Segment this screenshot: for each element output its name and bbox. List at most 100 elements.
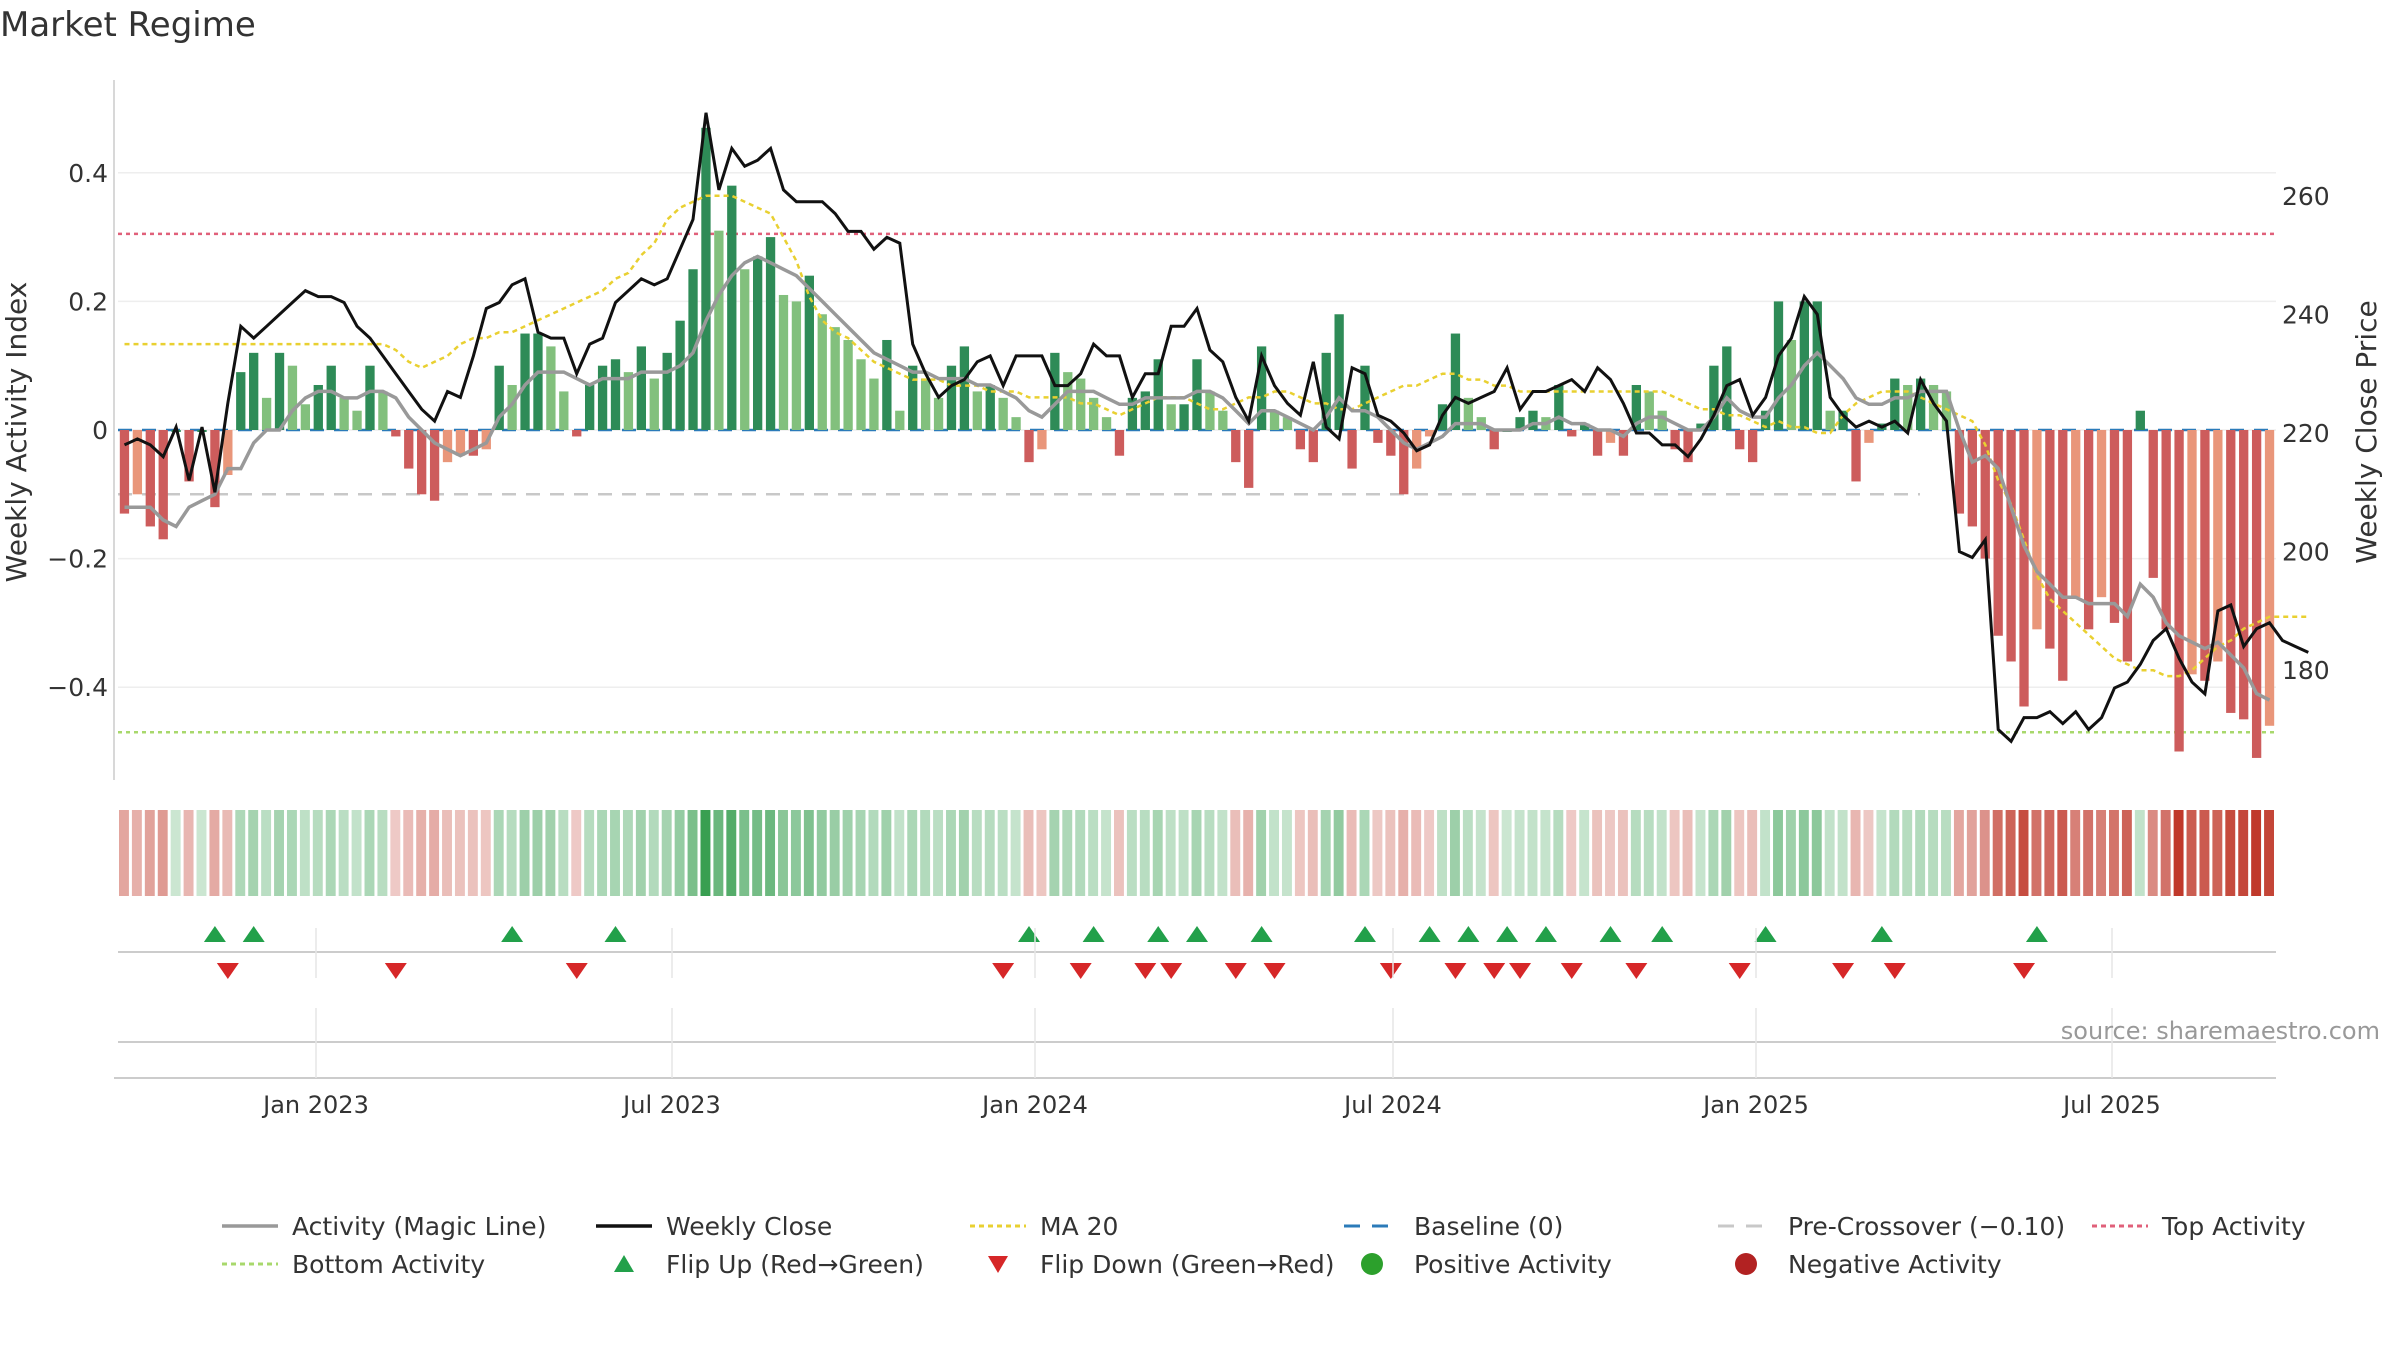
activity-bar xyxy=(869,378,879,430)
regime-cell xyxy=(532,810,543,896)
regime-cell xyxy=(1023,810,1034,896)
activity-bar xyxy=(249,352,259,430)
legend-label: Positive Activity xyxy=(1414,1250,1612,1279)
y-tick-label: 0 xyxy=(92,416,108,445)
flip-down-marker xyxy=(384,963,407,979)
regime-cell xyxy=(1643,810,1654,896)
activity-bar xyxy=(1773,301,1784,430)
activity-bar xyxy=(1373,430,1383,443)
regime-cell xyxy=(1101,810,1112,896)
regime-cell xyxy=(1734,810,1745,896)
regime-cell xyxy=(687,810,698,896)
flip-down-marker xyxy=(1224,963,1247,979)
regime-cell xyxy=(1462,810,1473,896)
activity-bar xyxy=(1592,430,1603,456)
activity-bar xyxy=(908,365,918,430)
activity-bar xyxy=(1993,430,2003,636)
activity-bar xyxy=(1605,430,1616,443)
flip-up-marker xyxy=(1353,926,1376,942)
regime-cell xyxy=(1966,810,1977,896)
activity-bar xyxy=(1838,410,1848,430)
regime-cell xyxy=(1501,810,1512,896)
legend-item: MA 20 xyxy=(970,1212,1118,1241)
x-axis: Jan 2023 Jul 2023 Jan 2024 Jul 2024 Jan 2025… xyxy=(261,928,2161,1119)
regime-cell xyxy=(1449,810,1460,896)
activity-bar xyxy=(184,430,194,482)
regime-cell xyxy=(1036,810,1047,896)
regime-cell xyxy=(1165,810,1176,896)
regime-cell xyxy=(1062,810,1073,896)
activity-bar xyxy=(546,346,556,430)
regime-cell xyxy=(661,810,672,896)
regime-cell xyxy=(454,810,465,896)
regime-cell xyxy=(2083,810,2094,896)
magic-line xyxy=(124,254,2271,702)
activity-bar xyxy=(1101,417,1112,430)
regime-strip xyxy=(119,810,2274,896)
activity-bar xyxy=(378,391,388,430)
regime-cell xyxy=(2225,810,2236,896)
activity-bar xyxy=(1244,430,1254,488)
flip-down-marker xyxy=(1509,963,1532,979)
regime-cell xyxy=(1928,810,1939,896)
axes: 0.4 0.2 0 −0.2 −0.4 260 240 220 200 180 xyxy=(47,80,2330,780)
activity-bar xyxy=(1554,384,1564,430)
regime-cell xyxy=(222,810,233,896)
ma20-line xyxy=(124,194,2309,678)
activity-bar xyxy=(1890,378,1900,430)
y-tick-label: 0.4 xyxy=(68,159,108,188)
activity-bar xyxy=(1967,430,1977,527)
activity-bar xyxy=(585,384,595,430)
regime-cell xyxy=(739,810,750,896)
regime-cell xyxy=(1669,810,1680,896)
activity-bar xyxy=(1114,430,1125,456)
regime-cell xyxy=(571,810,582,896)
regime-cell xyxy=(1566,810,1577,896)
flip-up-marker xyxy=(1147,926,1170,942)
regime-cell xyxy=(403,810,414,896)
flip-down-marker xyxy=(1832,963,1855,979)
regime-cell xyxy=(2121,810,2132,896)
regime-cell xyxy=(390,810,401,896)
regime-cell xyxy=(1191,810,1202,896)
activity-bar xyxy=(2122,430,2133,662)
flip-up-marker xyxy=(1599,926,1622,942)
regime-cell xyxy=(351,810,362,896)
regime-cell xyxy=(442,810,452,896)
legend-item: Pre-Crossover (−0.10) xyxy=(1718,1212,2065,1241)
regime-cell xyxy=(946,810,956,896)
flip-up-marker xyxy=(1018,926,1041,942)
activity-bar xyxy=(714,230,724,430)
activity-bar xyxy=(442,430,453,463)
legend-swatch xyxy=(1361,1253,1383,1275)
activity-bar xyxy=(559,391,569,430)
activity-bar xyxy=(740,269,750,430)
regime-cell xyxy=(1617,810,1628,896)
regime-cell xyxy=(2160,810,2171,896)
legend: Activity (Magic Line) Weekly Close MA 20 Ba… xyxy=(222,1212,2306,1279)
y-axis-label-right: Weekly Close Price xyxy=(2350,300,2383,563)
regime-cell xyxy=(1359,810,1370,896)
regime-cell xyxy=(1979,810,1990,896)
flip-up-marker xyxy=(1651,926,1674,942)
activity-bar xyxy=(300,404,311,430)
regime-cell xyxy=(1424,810,1435,896)
regime-cell xyxy=(1540,810,1551,896)
regime-cell xyxy=(1088,810,1099,896)
activity-bar xyxy=(1218,410,1228,430)
regime-cell xyxy=(597,810,608,896)
activity-bar xyxy=(1851,430,1861,482)
activity-bar xyxy=(649,378,659,430)
activity-bar xyxy=(1334,314,1344,430)
regime-cell xyxy=(2173,810,2184,896)
regime-cell xyxy=(1281,810,1292,896)
flip-down-marker xyxy=(1625,963,1648,979)
activity-bar xyxy=(2071,430,2081,598)
activity-bar xyxy=(455,430,466,456)
activity-bar xyxy=(1011,417,1021,430)
regime-cell xyxy=(131,810,142,896)
activity-bar xyxy=(1360,365,1370,430)
legend-swatch xyxy=(614,1255,634,1272)
regime-cell xyxy=(1579,810,1590,896)
regime-cell xyxy=(1049,810,1060,896)
